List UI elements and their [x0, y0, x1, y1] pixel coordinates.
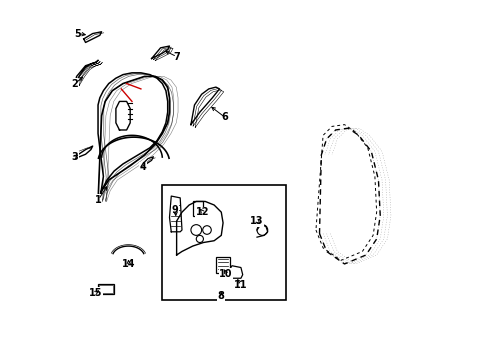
Text: 4: 4: [139, 162, 146, 172]
Bar: [98, 284, 114, 294]
Text: 12: 12: [195, 207, 209, 217]
Text: 13: 13: [250, 216, 263, 226]
Text: 5: 5: [74, 28, 81, 39]
Text: 3: 3: [71, 152, 78, 162]
Text: 15: 15: [89, 288, 102, 297]
Text: 9: 9: [171, 205, 178, 215]
Bar: [99, 285, 113, 293]
Text: 11: 11: [234, 280, 247, 291]
Text: 7: 7: [173, 52, 180, 62]
Text: 14: 14: [122, 259, 135, 269]
Bar: [216, 257, 230, 273]
Text: 6: 6: [221, 112, 228, 122]
Text: 1: 1: [95, 195, 101, 204]
Text: 10: 10: [219, 269, 232, 279]
Text: 8: 8: [217, 291, 224, 301]
Text: 2: 2: [71, 78, 78, 89]
Bar: [162, 185, 285, 300]
Bar: [192, 202, 203, 216]
